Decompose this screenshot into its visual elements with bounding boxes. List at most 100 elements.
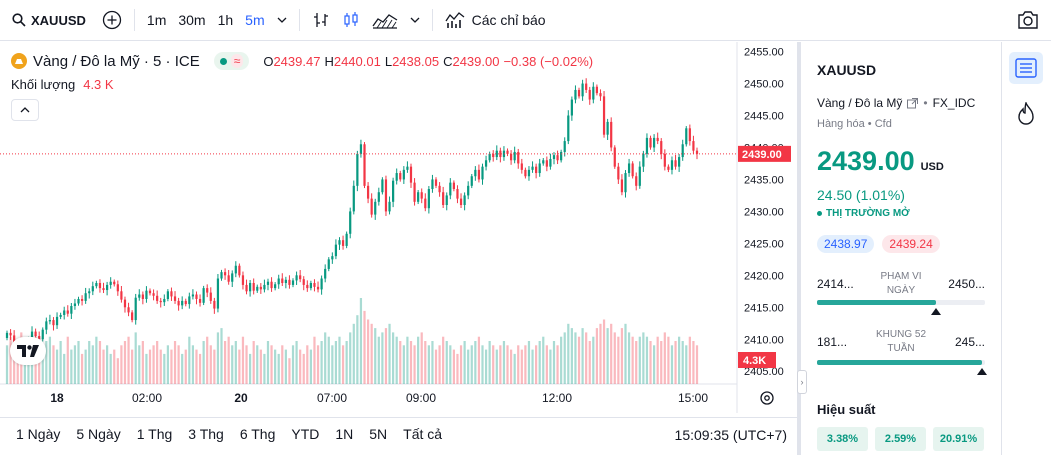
range-all-button[interactable]: Tất cả [403, 425, 443, 442]
candle-body [13, 335, 16, 343]
volume-bar [388, 323, 391, 384]
candle-body [610, 121, 613, 148]
clock-timezone[interactable]: 15:09:35 (UTC+7) [674, 427, 787, 443]
time-tick-label: 12:00 [542, 391, 572, 405]
interval-1m-button[interactable]: 1m [146, 12, 167, 28]
volume-bar [470, 345, 473, 384]
range-5y-button[interactable]: 5N [369, 425, 388, 442]
dot-separator: • [923, 96, 928, 110]
range-ytd-button[interactable]: YTD [291, 425, 320, 442]
range-3m-button[interactable]: 3 Thg [188, 425, 224, 442]
time-tick-label: 02:00 [132, 391, 162, 405]
range-5d-button[interactable]: 5 Ngày [76, 425, 121, 442]
volume-bar [227, 336, 230, 384]
hotlists-button[interactable] [1009, 98, 1043, 130]
perf-1m[interactable]: 2.59% [875, 427, 926, 451]
chart-title: Vàng / Đô la Mỹ · 5 · ICE [33, 52, 200, 70]
candle-body [66, 310, 69, 314]
candle-body [198, 298, 202, 303]
candle-body [660, 141, 663, 154]
week-range-low: 181... [817, 335, 848, 349]
symbol-search[interactable]: XAUUSD [0, 0, 96, 40]
panel-resize-handle[interactable]: › [797, 370, 807, 394]
volume-bar [98, 341, 102, 384]
candle-body [424, 198, 427, 209]
range-6m-button[interactable]: 6 Thg [239, 425, 276, 442]
panel-symbol[interactable]: XAUUSD [817, 62, 877, 78]
panel-divider[interactable] [797, 42, 801, 455]
perf-3m[interactable]: 20.91% [933, 427, 984, 451]
interval-dropdown-button[interactable] [271, 6, 293, 34]
candle-body [127, 307, 130, 313]
candle-body [145, 290, 148, 299]
candle-body [445, 195, 448, 206]
volume-legend: Khối lượng 4.3 K [11, 77, 114, 92]
dot-separator: • [867, 118, 875, 130]
market-open-dot [219, 57, 227, 65]
volume-bar [538, 341, 541, 384]
volume-bar [48, 336, 52, 384]
interval-5m-button[interactable]: 5m [245, 12, 265, 28]
volume-bar [313, 336, 316, 384]
candles-style-button[interactable] [336, 6, 366, 34]
volume-bar [370, 323, 373, 384]
candle-body [631, 163, 634, 177]
chart-settings-icon[interactable] [760, 391, 774, 405]
volume-bar [617, 336, 620, 384]
volume-bar [84, 349, 87, 384]
candle-body [209, 292, 212, 301]
range-1m-button[interactable]: 1 Thg [136, 425, 173, 442]
volume-bar [678, 336, 681, 384]
volume-bar [91, 345, 94, 384]
interval-30m-button[interactable]: 30m [178, 12, 206, 28]
candle-body [241, 275, 245, 285]
volume-bar [220, 328, 223, 384]
screenshot-button[interactable] [1017, 10, 1039, 33]
chevron-down-icon [277, 17, 287, 23]
compare-button[interactable] [96, 6, 128, 34]
candle-body [388, 201, 391, 212]
volume-bar [667, 336, 670, 384]
candle-body [384, 179, 388, 212]
price-chart[interactable]: 2455.002450.002445.002440.002435.002430.… [0, 42, 797, 413]
watchlist-button[interactable] [1009, 52, 1043, 84]
volume-bar [652, 345, 656, 384]
volume-bar [102, 349, 105, 384]
area-style-button[interactable] [366, 6, 404, 34]
candle-body [30, 331, 34, 341]
candle-body [202, 288, 205, 303]
day-range-row: 2414... PHẠM VI NGÀY 2450... [817, 270, 985, 298]
candle-body [456, 189, 459, 199]
interval-1h-button[interactable]: 1h [217, 12, 234, 28]
volume-bar [560, 336, 563, 384]
candle-body [552, 155, 556, 159]
chart-type-dropdown-button[interactable] [404, 6, 426, 34]
tradingview-logo[interactable] [10, 337, 46, 365]
volume-bar [545, 345, 548, 384]
volume-bar [438, 345, 441, 384]
volume-bar [381, 332, 384, 384]
candle-body [163, 298, 166, 303]
volume-bar [495, 349, 498, 384]
candle-body [667, 166, 670, 170]
volume-bar [384, 328, 388, 384]
volume-bar [238, 349, 241, 384]
candle-body [481, 166, 484, 180]
bar-style-button[interactable] [306, 6, 336, 34]
candle-body [670, 160, 674, 170]
perf-1w[interactable]: 3.38% [817, 427, 868, 451]
candle-body [9, 332, 12, 336]
candle-body [73, 303, 77, 307]
market-status-pill[interactable]: ≈ [213, 52, 250, 70]
collapse-legend-button[interactable] [11, 99, 39, 121]
indicators-button[interactable]: Các chỉ báo [439, 11, 552, 29]
range-1y-button[interactable]: 1N [335, 425, 354, 442]
chart-pane[interactable]: 2455.002450.002445.002440.002435.002430.… [0, 42, 797, 413]
candle-body [649, 137, 652, 148]
range-1d-button[interactable]: 1 Ngày [16, 425, 61, 442]
candle-body [542, 160, 545, 164]
external-link-icon[interactable] [907, 97, 919, 109]
candle-body [474, 169, 477, 177]
volume-bar [327, 336, 330, 384]
volume-bar [259, 349, 262, 384]
